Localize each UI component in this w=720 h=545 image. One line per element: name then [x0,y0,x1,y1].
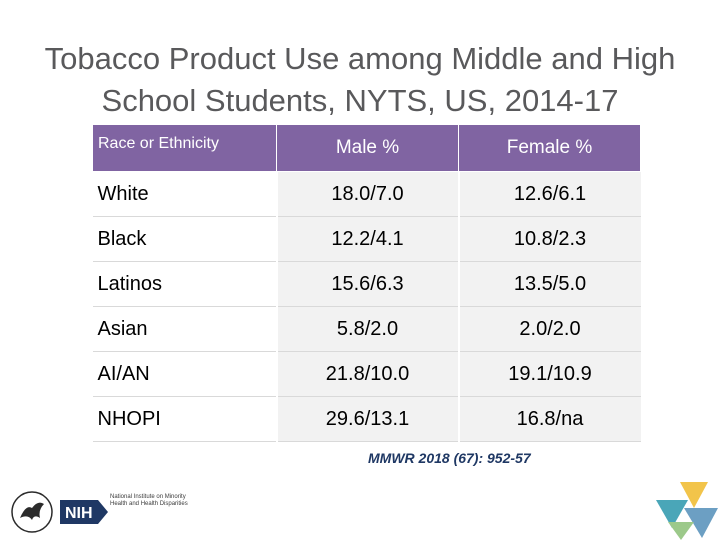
male-value: 21.8/10.0 [275,351,459,397]
male-value: 29.6/13.1 [275,396,459,442]
nih-logo: NIH [60,500,108,529]
female-value: 2.0/2.0 [457,306,641,352]
data-table: Race or Ethnicity Male % Female % White … [92,124,641,442]
header-race-ethnicity: Race or Ethnicity [92,124,277,172]
row-group-label: AI/AN [92,351,277,397]
female-value: 13.5/5.0 [457,261,641,307]
male-value: 15.6/6.3 [275,261,459,307]
slide-title: Tobacco Product Use among Middle and Hig… [44,41,676,118]
table-row: Asian 5.8/2.0 2.0/2.0 [92,306,641,352]
header-male: Male % [276,124,459,172]
female-value: 10.8/2.3 [457,216,641,262]
table-row: White 18.0/7.0 12.6/6.1 [92,171,641,217]
nih-institute-name: National Institute on Minority Health an… [110,494,188,507]
female-value: 19.1/10.9 [457,351,641,397]
male-value: 12.2/4.1 [275,216,459,262]
table-row: Latinos 15.6/6.3 13.5/5.0 [92,261,641,307]
row-group-label: Asian [92,306,277,352]
row-group-label: Latinos [92,261,277,307]
citation: MMWR 2018 (67): 952-57 [368,450,531,466]
row-group-label: White [92,171,277,217]
table-row: AI/AN 21.8/10.0 19.1/10.9 [92,351,641,397]
table-row: NHOPI 29.6/13.1 16.8/na [92,396,641,442]
nih-logo-text: NIH [65,505,93,522]
header-female: Female % [458,124,641,172]
table-row: Black 12.2/4.1 10.8/2.3 [92,216,641,262]
female-value: 16.8/na [457,396,641,442]
male-value: 18.0/7.0 [275,171,459,217]
row-group-label: NHOPI [92,396,277,442]
female-value: 12.6/6.1 [457,171,641,217]
male-value: 5.8/2.0 [275,306,459,352]
corner-triangles-decoration [650,478,720,545]
table-header-row: Race or Ethnicity Male % Female % [92,124,641,172]
hhs-eagle-seal-icon [10,490,54,539]
row-group-label: Black [92,216,277,262]
